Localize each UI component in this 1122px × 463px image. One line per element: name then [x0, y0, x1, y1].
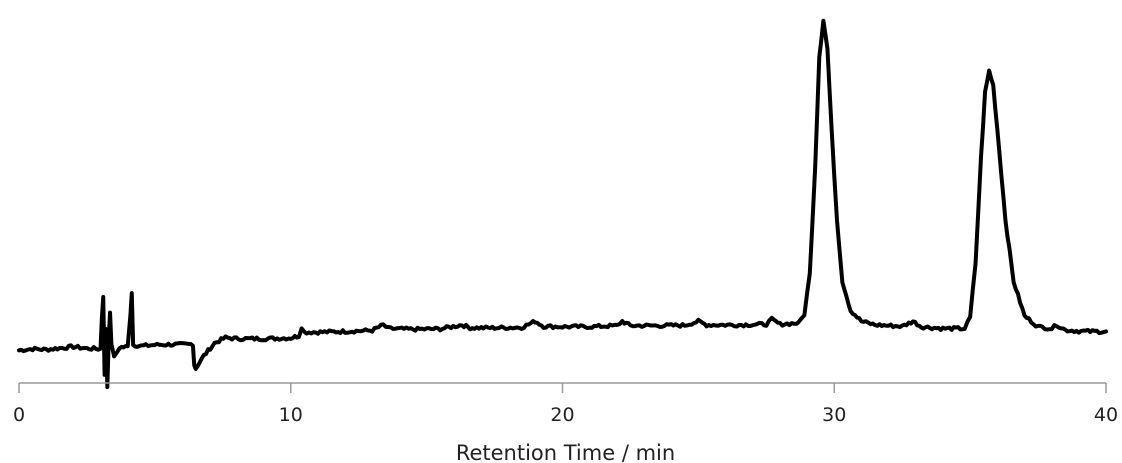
x-tick-label: 10 [279, 404, 303, 426]
x-tick-label: 30 [822, 404, 846, 426]
x-axis-ticks: 0 10 20 30 40 [13, 383, 1118, 426]
chromatogram-trace [17, 18, 1108, 390]
x-tick-label: 20 [550, 404, 574, 426]
x-tick-label: 40 [1094, 404, 1118, 426]
x-axis-title: Retention Time / min [456, 441, 675, 463]
x-tick-label: 0 [13, 404, 25, 426]
